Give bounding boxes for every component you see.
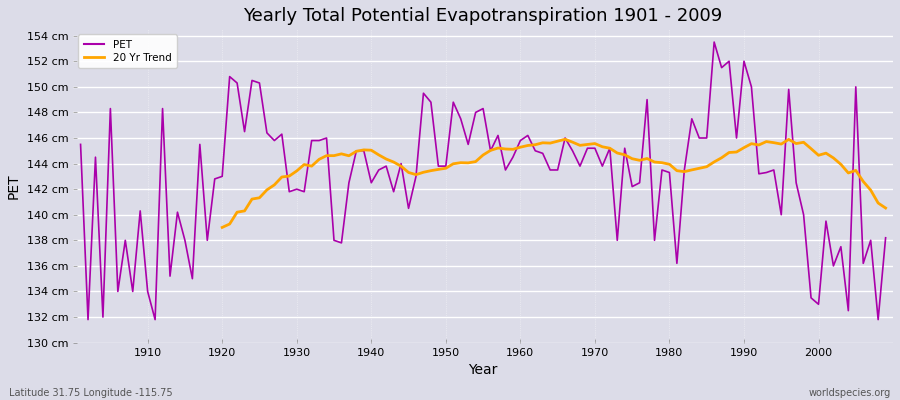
Legend: PET, 20 Yr Trend: PET, 20 Yr Trend	[78, 34, 176, 68]
X-axis label: Year: Year	[468, 363, 498, 377]
Text: Latitude 31.75 Longitude -115.75: Latitude 31.75 Longitude -115.75	[9, 388, 173, 398]
Title: Yearly Total Potential Evapotranspiration 1901 - 2009: Yearly Total Potential Evapotranspiratio…	[244, 7, 723, 25]
Text: worldspecies.org: worldspecies.org	[809, 388, 891, 398]
Y-axis label: PET: PET	[7, 173, 21, 199]
